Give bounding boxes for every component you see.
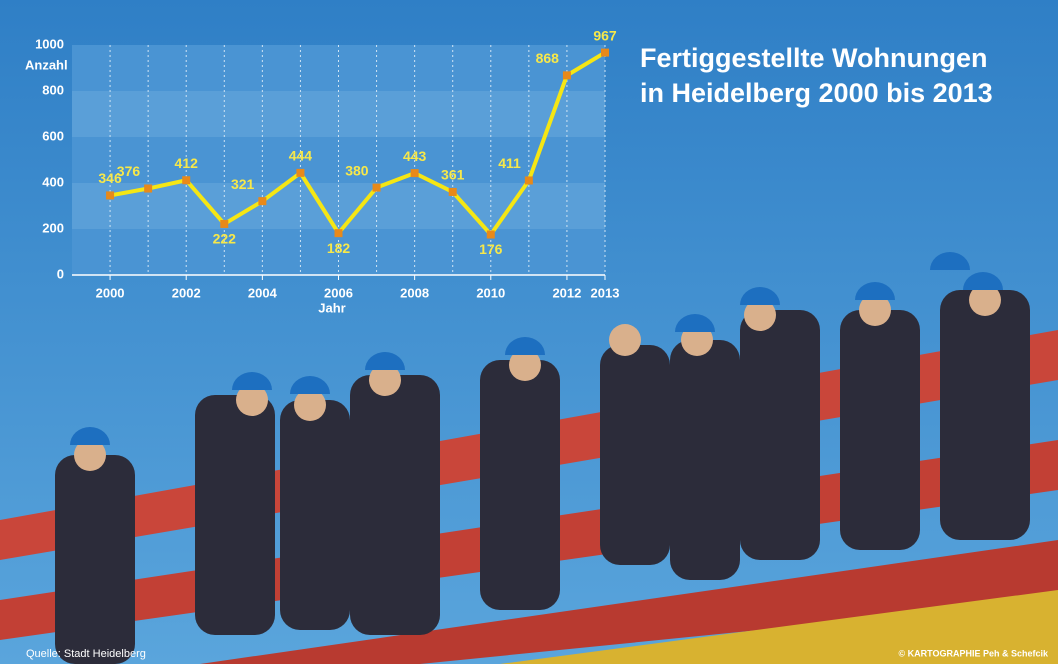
x-tick-label: 2004 [248,285,278,300]
y-axis-label: Anzahl [25,57,68,72]
marker [411,169,419,177]
marker [106,191,114,199]
data-label: 376 [117,163,141,179]
y-tick-label: 400 [42,174,64,189]
x-tick-label: 2012 [552,285,581,300]
source: Quelle: Stadt Heidelberg [26,648,146,660]
data-label: 444 [289,148,313,164]
marker [220,220,228,228]
chart: Fertiggestellte Wohnungen in Heidelberg … [0,0,1058,664]
marker [487,231,495,239]
marker [182,176,190,184]
x-tick-label: 2008 [400,285,429,300]
y-tick-label: 800 [42,82,64,97]
y-tick-label: 1000 [35,36,64,51]
x-tick-label: 2002 [172,285,201,300]
credit: © KARTOGRAPHIE Peh & Schefcik [899,648,1049,658]
data-label: 411 [498,155,521,171]
marker [525,176,533,184]
x-tick-label: 2006 [324,285,353,300]
chart-title: Fertiggestellte Wohnungen [640,43,988,73]
x-tick-label: 2000 [96,285,125,300]
marker [449,188,457,196]
marker [335,229,343,237]
marker [144,185,152,193]
x-axis-label: Jahr [318,300,345,315]
data-label: 443 [403,148,427,164]
chart-title: in Heidelberg 2000 bis 2013 [640,78,993,108]
data-label: 868 [536,50,560,66]
y-tick-label: 600 [42,128,64,143]
data-label: 380 [345,162,369,178]
x-tick-label: 2013 [591,285,620,300]
x-tick-label: 2010 [476,285,505,300]
y-tick-label: 0 [57,266,64,281]
marker [258,197,266,205]
data-label: 412 [175,155,199,171]
data-label: 182 [327,240,351,256]
y-tick-label: 200 [42,220,64,235]
marker [373,184,381,192]
marker [601,49,609,57]
data-label: 361 [441,167,465,183]
marker [563,71,571,79]
page: {"chart_data": {"type": "line", "title":… [0,0,1058,664]
data-label: 321 [231,176,255,192]
data-label: 222 [213,231,237,247]
data-label: 176 [479,241,503,257]
marker [296,169,304,177]
data-label: 967 [593,27,617,43]
